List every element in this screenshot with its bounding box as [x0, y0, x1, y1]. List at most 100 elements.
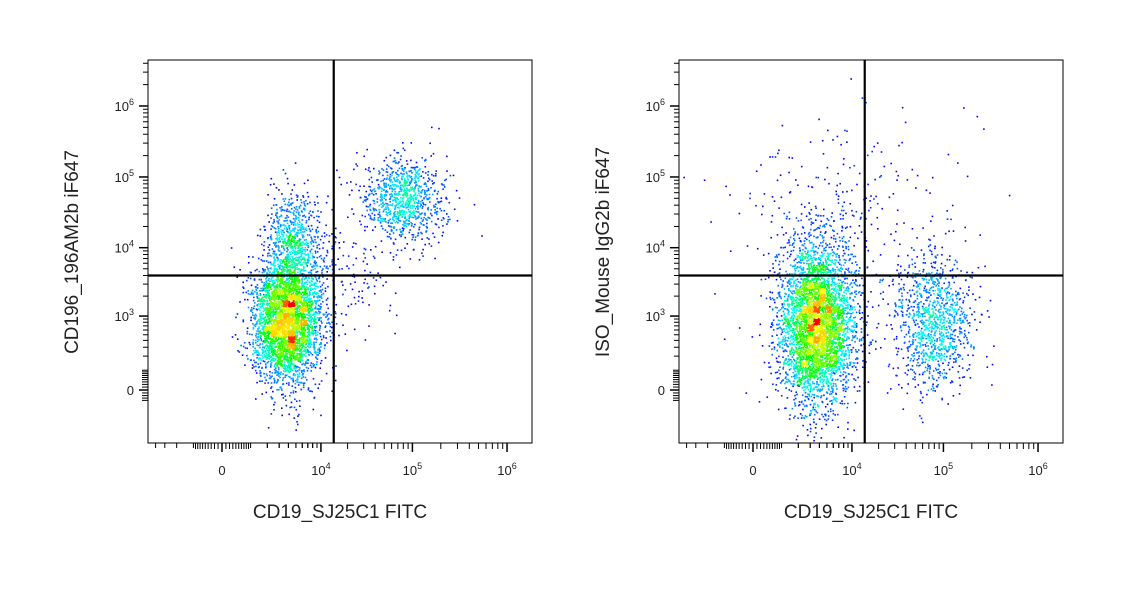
- event-dot: [397, 217, 400, 219]
- event-dot: [433, 190, 436, 193]
- event-dot: [256, 322, 258, 325]
- event-dot: [394, 180, 397, 183]
- event-dot: [400, 211, 402, 213]
- event-dot: [293, 263, 296, 265]
- event-dot: [284, 198, 287, 200]
- event-dot: [286, 367, 288, 370]
- event-dot: [296, 242, 299, 244]
- event-dot: [310, 343, 313, 345]
- event-dot: [404, 222, 407, 225]
- event-dot: [318, 280, 321, 283]
- event-dot: [298, 288, 300, 291]
- event-dot: [435, 203, 437, 206]
- event-dot: [394, 332, 396, 335]
- event-dot: [278, 347, 281, 349]
- event-dot: [317, 235, 319, 238]
- event-dot: [265, 332, 268, 334]
- event-dot: [282, 379, 284, 381]
- event-dot: [309, 345, 312, 347]
- event-dot: [302, 334, 305, 337]
- event-dot: [293, 365, 295, 367]
- event-dot: [281, 353, 284, 356]
- event-dot: [272, 275, 274, 278]
- event-dot: [411, 196, 413, 199]
- event-dot: [264, 349, 267, 351]
- event-dot: [282, 393, 284, 396]
- event-dot: [290, 260, 292, 263]
- event-dot: [431, 193, 434, 196]
- event-dot: [285, 244, 288, 246]
- event-dot: [320, 316, 322, 319]
- event-dot: [399, 211, 401, 213]
- event-dot: [267, 214, 269, 217]
- event-dot: [300, 254, 303, 256]
- event-dot: [298, 262, 301, 264]
- event-dot: [285, 263, 287, 266]
- event-dot: [258, 339, 260, 341]
- event-dot: [322, 336, 325, 339]
- event-dot: [372, 219, 375, 221]
- event-dot: [275, 278, 278, 281]
- event-dot: [284, 283, 287, 286]
- event-dot: [278, 335, 281, 337]
- event-dot: [276, 288, 278, 291]
- event-dot: [400, 172, 402, 175]
- event-dot: [318, 308, 320, 310]
- event-dot: [259, 335, 262, 337]
- event-dot: [260, 319, 263, 322]
- event-dot: [261, 351, 264, 354]
- event-dot: [256, 354, 259, 356]
- event-dot: [276, 378, 279, 381]
- event-dot: [289, 309, 292, 311]
- event-dot: [295, 283, 298, 286]
- event-dot: [402, 195, 404, 197]
- event-dot: [274, 302, 276, 305]
- event-dot: [414, 166, 417, 169]
- event-dot: [408, 190, 411, 193]
- event-dot: [275, 204, 278, 206]
- event-dot: [413, 168, 416, 170]
- event-dot: [421, 157, 423, 159]
- event-dot: [270, 338, 272, 340]
- event-dot: [427, 174, 429, 176]
- event-dot: [289, 351, 292, 354]
- event-dot: [280, 309, 282, 311]
- event-dot: [311, 390, 313, 393]
- event-dot: [363, 155, 365, 158]
- event-dot: [455, 189, 458, 192]
- event-dot: [303, 258, 306, 260]
- event-dot: [260, 313, 262, 316]
- event-dot: [302, 269, 305, 272]
- event-dot: [307, 255, 310, 258]
- event-dot: [289, 203, 292, 206]
- event-dot: [256, 295, 258, 298]
- event-dot: [247, 290, 249, 292]
- event-dot: [291, 354, 294, 357]
- event-dot: [266, 307, 269, 309]
- event-dot: [266, 339, 268, 341]
- event-dot: [328, 321, 330, 324]
- event-dot: [412, 234, 415, 236]
- event-dot: [297, 232, 299, 235]
- event-dot: [281, 310, 283, 312]
- event-dot: [273, 282, 275, 285]
- event-dot: [242, 345, 245, 348]
- event-dot: [305, 253, 308, 256]
- event-dot: [319, 311, 321, 313]
- event-dot: [258, 299, 261, 301]
- event-dot: [363, 199, 366, 202]
- event-dot: [268, 295, 271, 298]
- event-dot: [316, 317, 319, 319]
- event-dot: [413, 195, 415, 197]
- event-dot: [266, 321, 268, 323]
- event-dot: [277, 225, 279, 228]
- event-dot: [322, 276, 324, 278]
- event-dot: [309, 201, 311, 204]
- event-dot: [320, 320, 322, 323]
- event-dot: [293, 311, 296, 314]
- event-dot: [286, 366, 289, 368]
- event-dot: [296, 290, 298, 293]
- event-dot: [288, 268, 291, 271]
- event-dot: [277, 241, 280, 243]
- event-dot: [278, 349, 281, 352]
